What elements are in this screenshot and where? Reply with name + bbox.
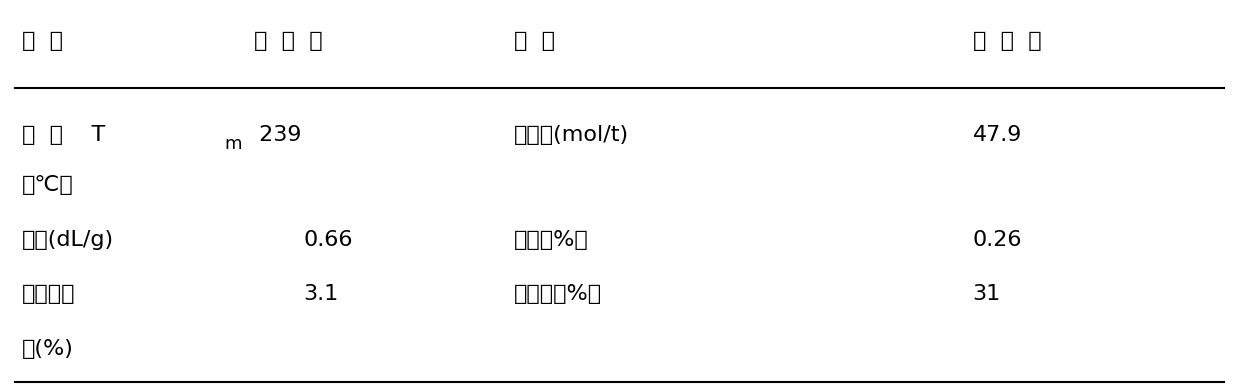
Text: 47.9: 47.9 (973, 124, 1022, 145)
Text: 3.1: 3.1 (304, 284, 338, 305)
Text: 测  试  值: 测 试 值 (973, 31, 1041, 51)
Text: 熔  点    T: 熔 点 T (22, 124, 105, 145)
Text: 粘度(dL/g): 粘度(dL/g) (22, 230, 114, 250)
Text: 端羧基(mol/t): 端羧基(mol/t) (514, 124, 629, 145)
Text: 项  目: 项 目 (22, 31, 63, 51)
Text: 0.26: 0.26 (973, 230, 1022, 250)
Text: 水份（%）: 水份（%） (514, 230, 589, 250)
Text: 239: 239 (252, 124, 301, 145)
Text: m: m (224, 135, 242, 153)
Text: 项  目: 项 目 (514, 31, 555, 51)
Text: 量(%): 量(%) (22, 339, 74, 359)
Text: 测  试  值: 测 试 值 (254, 31, 322, 51)
Text: （℃）: （℃） (22, 175, 74, 195)
Text: 氧指数（%）: 氧指数（%） (514, 284, 602, 305)
Text: 31: 31 (973, 284, 1001, 305)
Text: 二甘醇含: 二甘醇含 (22, 284, 76, 305)
Text: 0.66: 0.66 (304, 230, 353, 250)
